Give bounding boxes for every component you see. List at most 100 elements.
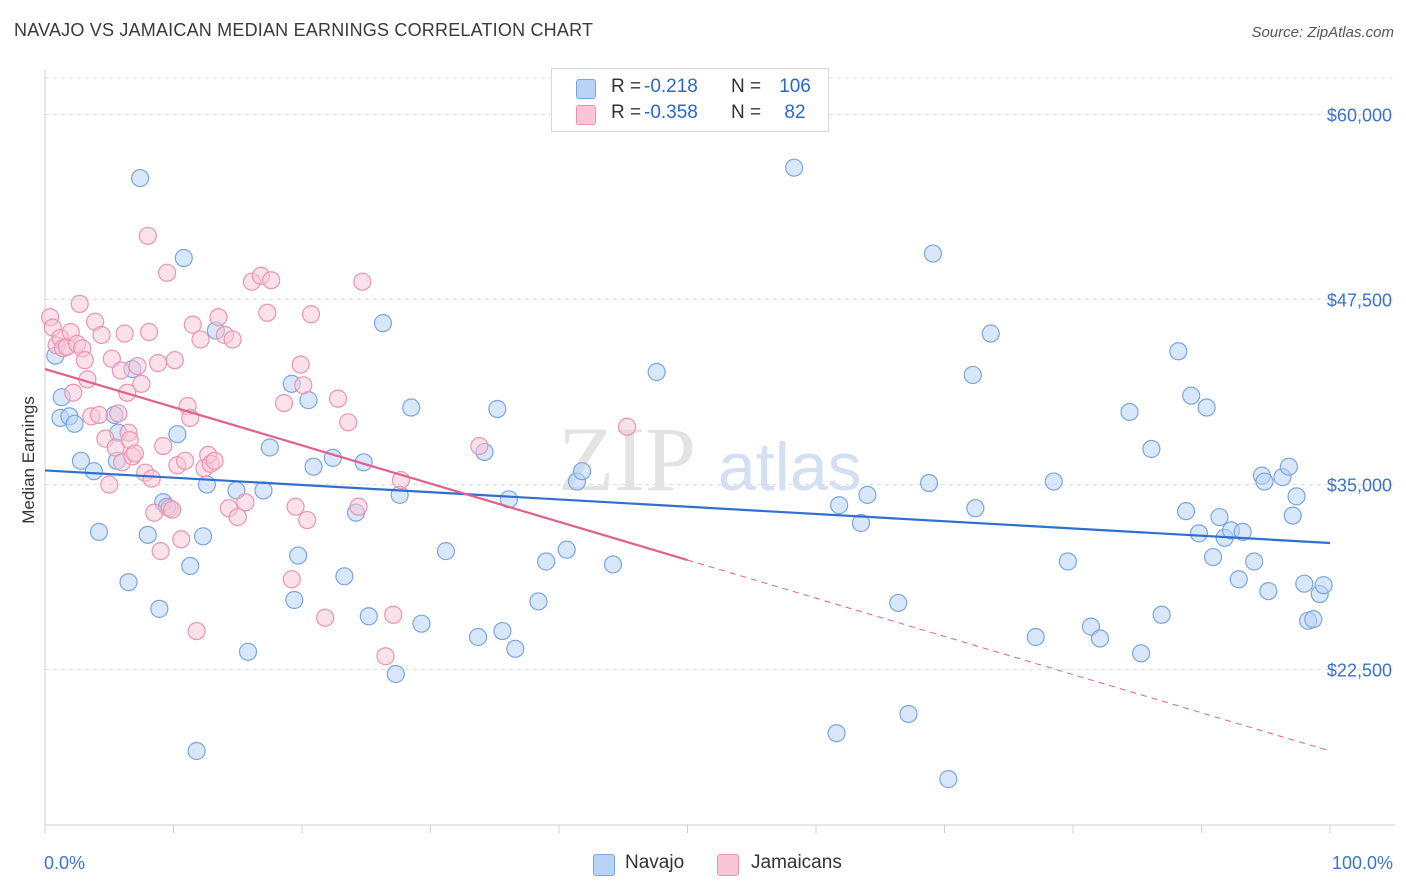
navajo-point (1259, 581, 1278, 601)
jamaican-point (301, 305, 321, 324)
navajo-trend-line (44, 469, 1331, 545)
navajo-point (1245, 552, 1264, 571)
jamaican-point (175, 451, 195, 470)
navajo-point (1287, 487, 1306, 506)
jamaican-point (183, 315, 202, 334)
navajo-point (138, 525, 157, 544)
watermark-atlas: atlas (718, 429, 862, 505)
y-tick-label: $47,500 (1327, 290, 1392, 310)
jamaican-point (154, 436, 173, 456)
jamaican-point (286, 497, 305, 516)
jamaican-point (115, 324, 134, 343)
navajo-point (468, 627, 488, 647)
jamaican-point (165, 351, 184, 370)
y-tick-label: $22,500 (1327, 661, 1392, 681)
watermark: ZIP atlas (558, 408, 862, 510)
jamaican-point (339, 413, 358, 432)
navajo-point (174, 248, 193, 268)
x-tick-label-max: 100.0% (1332, 853, 1393, 873)
jamaican-point (274, 393, 294, 413)
jamaican-point (294, 376, 313, 395)
navajo-points (46, 158, 1333, 789)
navajo-r-value: -0.218 (644, 76, 698, 97)
navajo-point (529, 592, 548, 611)
navajo-point (412, 614, 431, 633)
legend-r-label: R = (611, 102, 642, 123)
jamaican-point (145, 503, 164, 522)
jamaican-point (92, 325, 111, 345)
navajo-point (851, 513, 871, 533)
jamaican-point (138, 226, 157, 245)
navajo-point (966, 499, 985, 518)
grid-lines (45, 77, 1395, 671)
navajo-point (603, 555, 623, 574)
jamaican-point (151, 542, 170, 561)
jamaican-point (163, 500, 182, 519)
y-tick-label: $60,000 (1327, 105, 1392, 125)
navajo-point (150, 599, 169, 618)
navajo-point (827, 724, 846, 743)
navajo-point (573, 462, 592, 481)
source-label: Source: ZipAtlas.com (1251, 24, 1394, 41)
navajo-point (557, 540, 576, 559)
navajo-point (1132, 644, 1151, 663)
x-tick-label-min: 0.0% (44, 853, 85, 873)
navajo-point (919, 473, 939, 493)
jamaican-point (157, 263, 177, 282)
navajo-point (359, 607, 378, 626)
jamaican-point (262, 271, 281, 290)
jamaican-point (349, 497, 368, 516)
navajo-point (647, 362, 666, 382)
jamaican-n-value: 82 (784, 102, 806, 123)
jamaican-point (132, 374, 151, 393)
jamaican-point (148, 354, 168, 373)
jamaican-point (89, 405, 109, 425)
trend-lines (44, 367, 1331, 752)
jamaican-point (109, 404, 128, 423)
navajo-point (71, 451, 91, 470)
legend-n-label: N = (731, 76, 762, 97)
axes (44, 70, 1395, 833)
navajo-point (187, 741, 206, 761)
jamaican-point (205, 451, 224, 470)
navajo-point (1203, 547, 1223, 567)
navajo-point (858, 485, 877, 504)
navajo-point (1142, 439, 1161, 459)
jamaican-legend-swatch (717, 854, 739, 876)
legend-r-label: R = (611, 76, 642, 97)
navajo-n-value: 106 (779, 76, 811, 97)
navajo-point (193, 527, 213, 546)
jamaican-point (353, 272, 372, 291)
jamaican-point (618, 417, 637, 436)
navajo-point (923, 244, 943, 263)
jamaican-point (236, 493, 255, 512)
navajo-swatch (576, 79, 596, 99)
navajo-point (785, 158, 804, 177)
jamaican-point (376, 647, 395, 666)
navajo-point (1255, 472, 1274, 491)
jamaican-r-value: -0.358 (644, 102, 698, 123)
jamaican-legend-label: Jamaicans (751, 852, 842, 873)
y-axis-label: Median Earnings (19, 396, 38, 524)
navajo-point (1304, 610, 1323, 629)
navajo-point (335, 567, 354, 586)
navajo-point (119, 573, 138, 592)
jamaican-point (228, 507, 247, 527)
navajo-point (1229, 570, 1248, 589)
navajo-point (1314, 576, 1333, 595)
navajo-point (1210, 507, 1229, 527)
axis-labels: $22,500 $35,000 $47,500 $60,000 0.0% 100.0% Me… (19, 105, 1393, 873)
navajo-point (981, 324, 1000, 343)
navajo-point (493, 621, 512, 641)
navajo-point (488, 399, 507, 419)
jamaican-points (41, 226, 637, 666)
jamaican-point (128, 356, 147, 376)
navajo-point (168, 425, 187, 444)
stats-legend: R = -0.218 N = 106 R = -0.358 N = 82 (551, 68, 829, 132)
navajo-point (254, 481, 273, 500)
jamaican-swatch (576, 105, 596, 125)
jamaican-point (209, 308, 228, 327)
navajo-point (1090, 629, 1110, 648)
jamaican-point (75, 351, 94, 370)
